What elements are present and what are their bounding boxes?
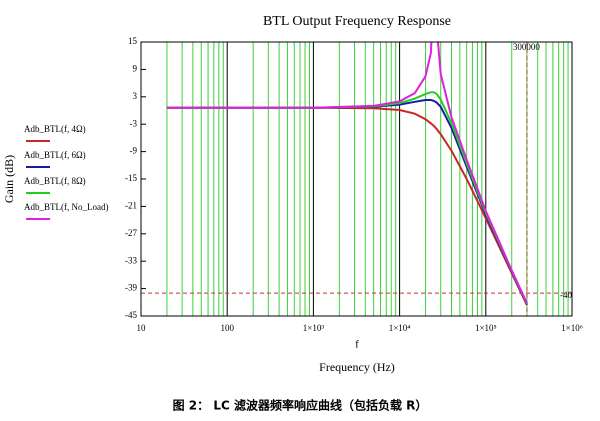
series-line: [166, 42, 528, 304]
y-tick-label: -27: [125, 228, 137, 238]
y-tick-label: -15: [125, 173, 137, 183]
y-tick-label: -9: [130, 146, 138, 156]
x-axis-label: Frequency (Hz): [319, 360, 395, 374]
x-tick-label: 1×10³: [303, 323, 325, 333]
x-tick-label: 1×10⁴: [389, 323, 411, 333]
series-group: [166, 42, 528, 306]
x-tick-label: 1×10⁵: [475, 323, 497, 333]
x-tick-label: 10: [137, 323, 147, 333]
y-tick-label: 15: [128, 36, 138, 46]
grid: [140, 41, 573, 317]
legend-label: Adb_BTL(f, 8Ω): [24, 176, 86, 186]
y-tick-label: -33: [125, 255, 137, 265]
x-variable: f: [355, 339, 359, 351]
y-tick-label: -39: [125, 283, 137, 293]
chart-title: BTL Output Frequency Response: [263, 14, 451, 29]
plot-area: [141, 42, 572, 316]
y-tick-label: -21: [125, 200, 137, 210]
y-tick-label: 9: [133, 63, 138, 73]
y-tick-label: -45: [125, 310, 137, 320]
legend-label: Adb_BTL(f, 4Ω): [24, 124, 86, 134]
figure-caption: 图 2： LC 滤波器频率响应曲线（包括负载 R）: [173, 398, 428, 413]
y-marker-label: -40: [560, 290, 572, 300]
y-tick-label: -3: [130, 118, 138, 128]
y-axis-label: Gain (dB): [2, 155, 16, 203]
legend-label: Adb_BTL(f, No_Load): [24, 202, 108, 212]
x-tick-label: 100: [220, 323, 234, 333]
legend-label: Adb_BTL(f, 6Ω): [24, 150, 86, 160]
y-tick-label: 3: [133, 91, 138, 101]
x-tick-label: 1×10⁶: [561, 323, 583, 333]
x-marker-label: 300000: [513, 42, 541, 52]
plot-border: [140, 41, 573, 317]
